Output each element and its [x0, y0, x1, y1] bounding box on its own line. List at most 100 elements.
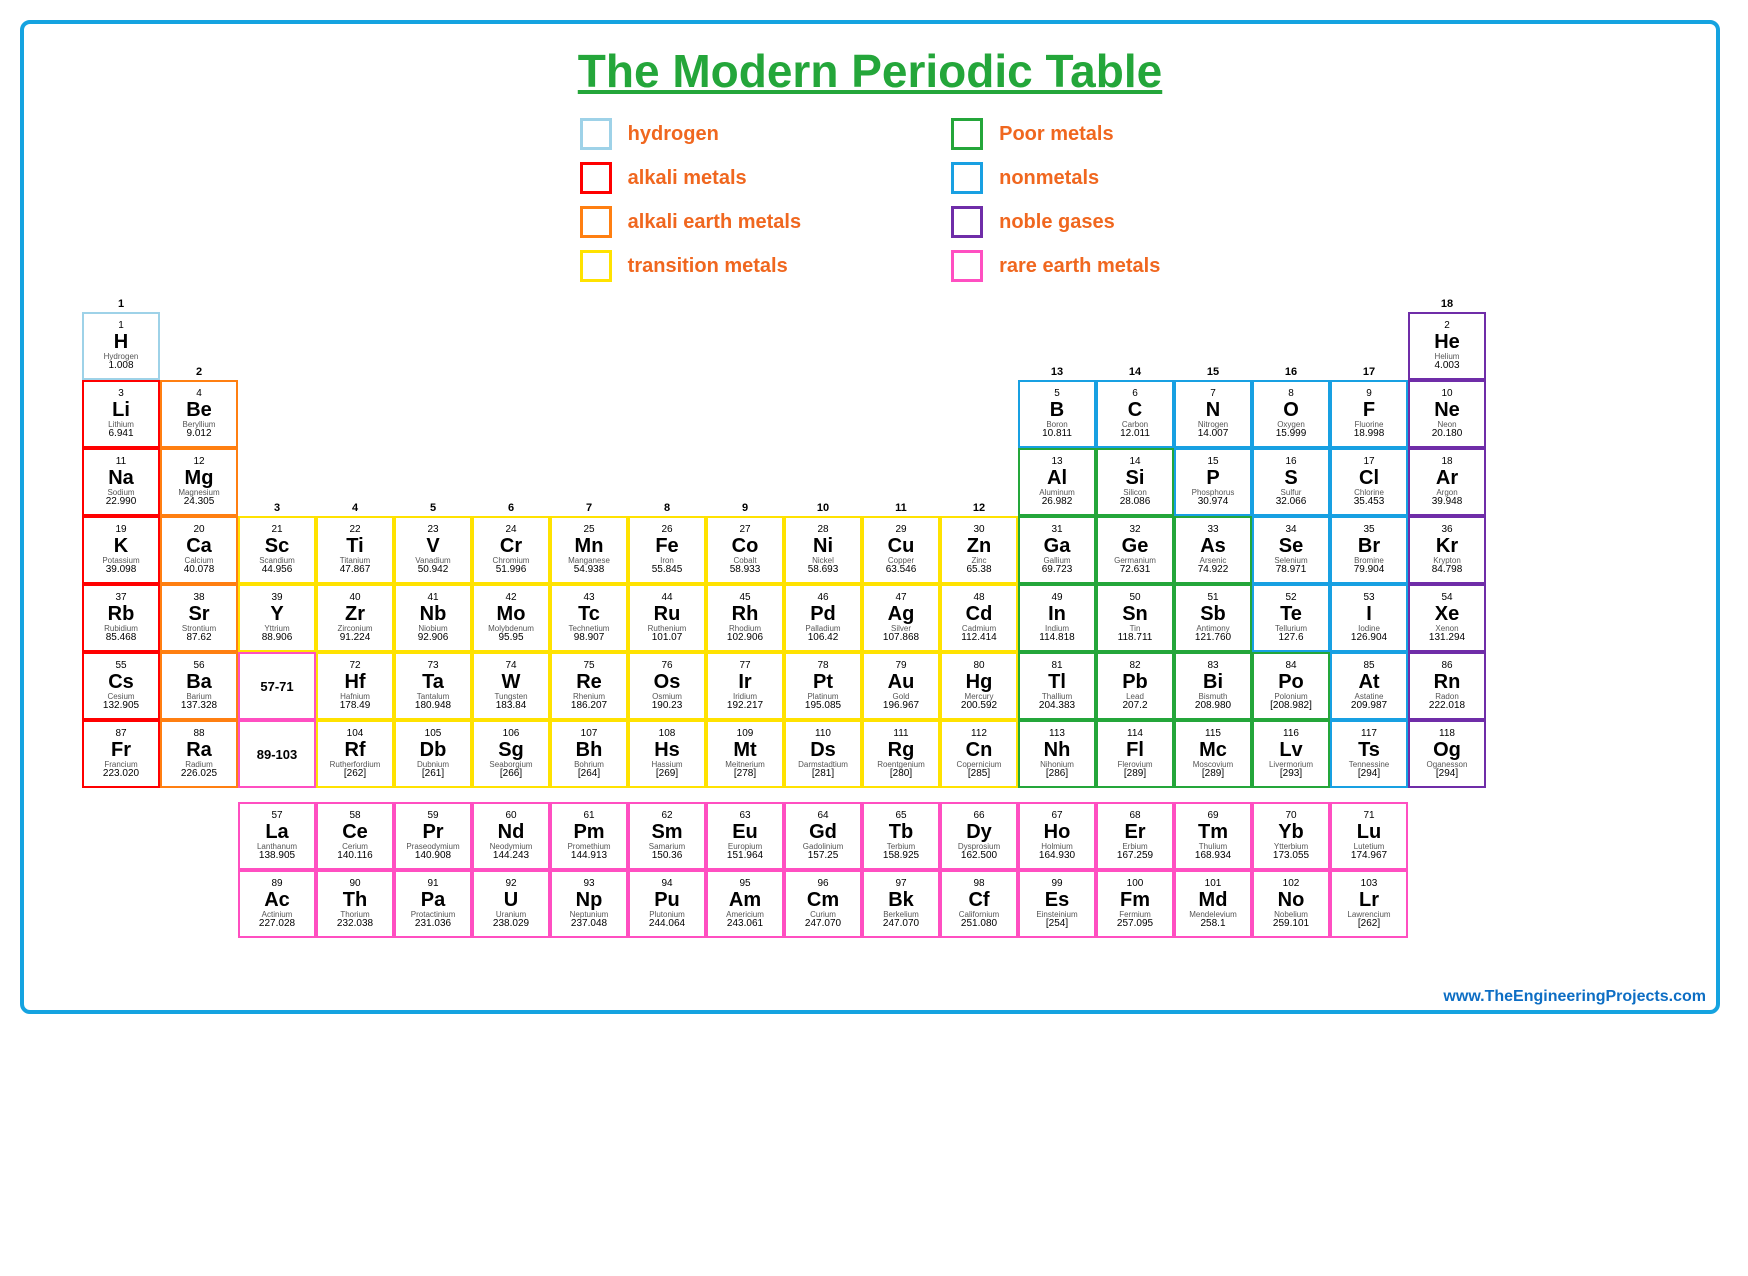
- atomic-number: 44: [661, 593, 672, 603]
- element-cell: 73TaTantalum180.948: [394, 652, 472, 720]
- element-symbol: Cd: [966, 604, 993, 624]
- element-cell: 4BeBeryllium9.012: [160, 380, 238, 448]
- element-cell: 115McMoscovium[289]: [1174, 720, 1252, 788]
- legend-item-hydrogen: hydrogen: [580, 118, 801, 150]
- atomic-mass: 92.906: [418, 633, 449, 643]
- element-cell: 109MtMeitnerium[278]: [706, 720, 784, 788]
- atomic-number: 83: [1207, 661, 1218, 671]
- element-symbol: Ar: [1436, 468, 1458, 488]
- element-cell: 50SnTin118.711: [1096, 584, 1174, 652]
- atomic-number: 69: [1207, 811, 1218, 821]
- atomic-mass: 132.905: [103, 701, 139, 711]
- element-cell: 117TsTennessine[294]: [1330, 720, 1408, 788]
- atomic-number: 84: [1285, 661, 1296, 671]
- atomic-mass: 144.243: [493, 851, 529, 861]
- group-number: 12: [940, 502, 1018, 514]
- element-symbol: Pa: [421, 890, 445, 910]
- element-cell: 106SgSeaborgium[266]: [472, 720, 550, 788]
- legend-label: alkali metals: [628, 167, 747, 190]
- atomic-number: 43: [583, 593, 594, 603]
- atomic-number: 99: [1051, 879, 1062, 889]
- atomic-number: 81: [1051, 661, 1062, 671]
- atomic-mass: [294]: [1358, 769, 1380, 779]
- element-cell: 23VVanadium50.942: [394, 516, 472, 584]
- atomic-number: 111: [893, 729, 908, 739]
- legend-swatch: [580, 206, 612, 238]
- atomic-mass: [261]: [422, 769, 444, 779]
- element-symbol: Th: [343, 890, 367, 910]
- element-symbol: Ba: [186, 672, 212, 692]
- element-cell: 16SSulfur32.066: [1252, 448, 1330, 516]
- element-cell: 66DyDysprosium162.500: [940, 802, 1018, 870]
- element-symbol: Cs: [108, 672, 134, 692]
- atomic-number: 95: [739, 879, 750, 889]
- legend-label: nonmetals: [999, 167, 1099, 190]
- legend-label: noble gases: [999, 211, 1115, 234]
- element-symbol: Nh: [1044, 740, 1071, 760]
- atomic-mass: 162.500: [961, 851, 997, 861]
- atomic-mass: 32.066: [1276, 497, 1307, 507]
- atomic-mass: 121.760: [1195, 633, 1231, 643]
- element-symbol: Tc: [578, 604, 600, 624]
- element-symbol: Sb: [1200, 604, 1226, 624]
- element-symbol: Ga: [1044, 536, 1071, 556]
- atomic-number: 112: [971, 729, 987, 739]
- atomic-mass: 138.905: [259, 851, 295, 861]
- element-symbol: H: [114, 332, 128, 352]
- element-symbol: Np: [576, 890, 603, 910]
- atomic-mass: 87.62: [186, 633, 211, 643]
- element-symbol: 57-71: [260, 680, 293, 693]
- atomic-mass: [266]: [500, 769, 522, 779]
- atomic-number: 36: [1441, 525, 1452, 535]
- atomic-number: 116: [1283, 729, 1299, 739]
- element-symbol: Md: [1199, 890, 1228, 910]
- legend-swatch: [951, 250, 983, 282]
- element-symbol: Eu: [732, 822, 758, 842]
- footer-link[interactable]: www.TheEngineeringProjects.com: [1443, 988, 1706, 1006]
- atomic-number: 13: [1051, 457, 1062, 467]
- atomic-number: 14: [1129, 457, 1140, 467]
- atomic-number: 65: [895, 811, 906, 821]
- atomic-number: 7: [1210, 389, 1216, 399]
- element-symbol: No: [1278, 890, 1305, 910]
- element-symbol: Li: [112, 400, 130, 420]
- group-number: 3: [238, 502, 316, 514]
- element-symbol: Es: [1045, 890, 1069, 910]
- element-cell: 41NbNiobium92.906: [394, 584, 472, 652]
- element-symbol: W: [502, 672, 521, 692]
- atomic-number: 90: [349, 879, 360, 889]
- element-symbol: Cn: [966, 740, 993, 760]
- element-cell: 77IrIridium192.217: [706, 652, 784, 720]
- atomic-number: 108: [659, 729, 676, 739]
- element-cell: 20CaCalcium40.078: [160, 516, 238, 584]
- atomic-mass: 15.999: [1276, 429, 1307, 439]
- element-cell: 100FmFermium257.095: [1096, 870, 1174, 938]
- atomic-mass: 140.908: [415, 851, 451, 861]
- atomic-mass: 164.930: [1039, 851, 1075, 861]
- atomic-number: 22: [349, 525, 360, 535]
- group-number: 14: [1096, 366, 1174, 378]
- legend-item-alkearth: alkali earth metals: [580, 206, 801, 238]
- atomic-number: 107: [581, 729, 598, 739]
- atomic-number: 115: [1205, 729, 1221, 739]
- group-number: 2: [160, 366, 238, 378]
- element-symbol: B: [1050, 400, 1064, 420]
- atomic-number: 98: [973, 879, 984, 889]
- atomic-number: 33: [1207, 525, 1218, 535]
- atomic-mass: 88.906: [262, 633, 293, 643]
- element-symbol: Fr: [111, 740, 131, 760]
- group-number: 13: [1018, 366, 1096, 378]
- element-symbol: Cl: [1359, 468, 1379, 488]
- element-cell: 85AtAstatine209.987: [1330, 652, 1408, 720]
- atomic-mass: 168.934: [1195, 851, 1231, 861]
- element-symbol: Pr: [422, 822, 443, 842]
- element-cell: 7NNitrogen14.007: [1174, 380, 1252, 448]
- atomic-mass: 95.95: [498, 633, 523, 643]
- atomic-mass: 47.867: [340, 565, 371, 575]
- atomic-mass: 232.038: [337, 919, 373, 929]
- atomic-mass: 28.086: [1120, 497, 1151, 507]
- element-symbol: Mo: [497, 604, 526, 624]
- element-symbol: Bh: [576, 740, 603, 760]
- element-symbol: Br: [1358, 536, 1380, 556]
- atomic-number: 16: [1285, 457, 1296, 467]
